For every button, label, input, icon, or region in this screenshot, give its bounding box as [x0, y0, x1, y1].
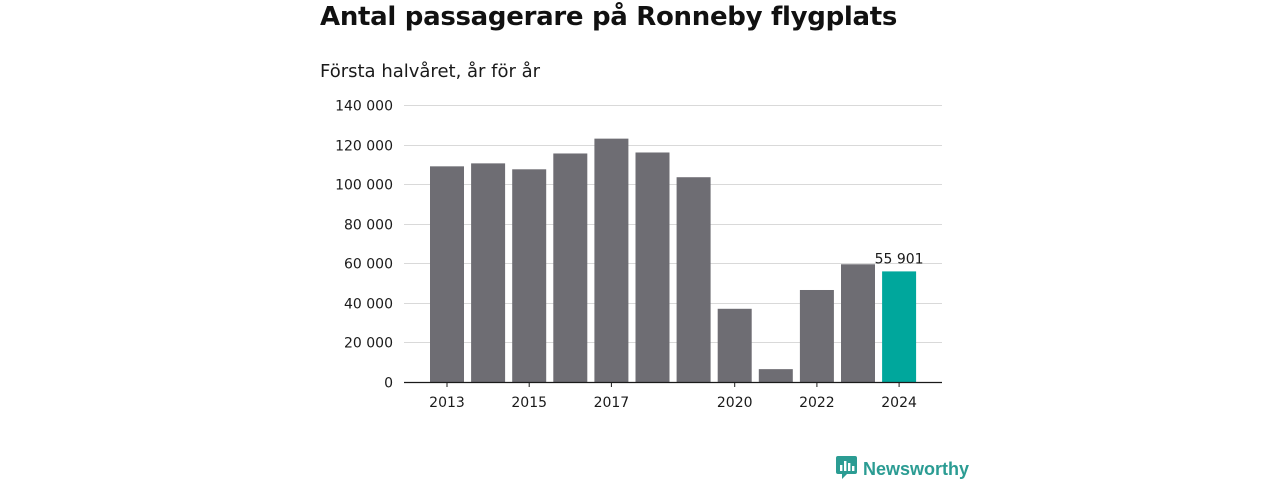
y-tick-label: 80 000 — [344, 218, 393, 234]
bar — [717, 308, 752, 382]
x-tick-label: 2022 — [799, 395, 835, 411]
bar — [430, 166, 464, 382]
chart-subtitle: Första halvåret, år för år — [320, 61, 541, 82]
bar — [553, 153, 588, 382]
y-tick-label: 100 000 — [335, 178, 393, 194]
bar — [799, 289, 834, 382]
bar-highlight — [882, 271, 917, 382]
x-tick-label: 2024 — [881, 395, 917, 411]
y-tick-label: 120 000 — [335, 139, 393, 155]
brand-name: Newsworthy — [863, 458, 970, 479]
y-tick-label: 60 000 — [344, 257, 393, 273]
y-tick-label: 20 000 — [344, 336, 393, 352]
bar — [594, 138, 629, 382]
data-label: 55 901 — [875, 251, 924, 267]
y-tick-label: 40 000 — [344, 297, 393, 313]
x-tick-label: 2013 — [429, 395, 465, 411]
bar — [758, 369, 793, 382]
x-tick-label: 2017 — [594, 395, 630, 411]
bar — [512, 169, 547, 382]
bar — [471, 163, 506, 382]
x-tick-label: 2020 — [717, 395, 753, 411]
newsworthy-brand: Newsworthy — [836, 455, 969, 480]
y-tick-label: 0 — [384, 376, 393, 392]
newsworthy-logo-icon — [836, 455, 857, 480]
y-tick-label: 140 000 — [335, 99, 393, 115]
x-tick-label: 2015 — [511, 395, 547, 411]
bar — [676, 177, 711, 382]
chart-title: Antal passagerare på Ronneby flygplats — [320, 2, 898, 32]
bar — [841, 264, 875, 382]
bar — [635, 152, 670, 382]
